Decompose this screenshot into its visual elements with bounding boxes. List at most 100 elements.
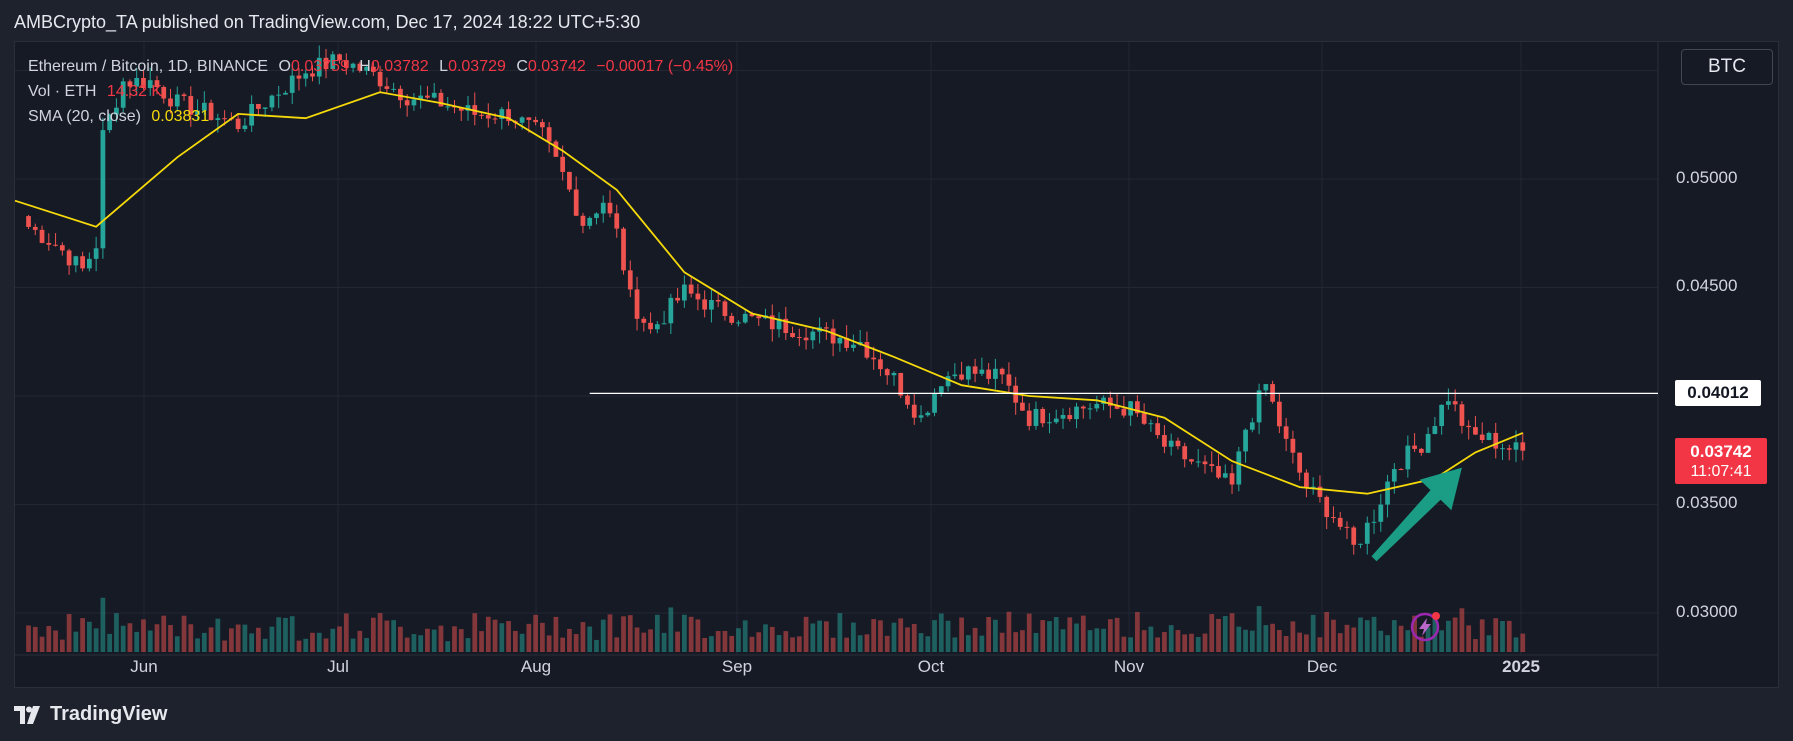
volume-bar — [357, 630, 363, 652]
volume-bar — [1107, 619, 1113, 652]
candle-body — [722, 301, 728, 316]
candle-body — [600, 202, 606, 214]
candle-body — [1446, 401, 1451, 405]
candle-body — [141, 77, 146, 89]
candle-body — [1331, 517, 1336, 519]
candle-body — [621, 228, 626, 271]
candle-body — [1385, 481, 1390, 505]
candle-body — [59, 245, 65, 251]
volume-bar — [932, 620, 937, 652]
volume-bar — [1391, 620, 1397, 652]
volume-bar — [310, 632, 315, 652]
volume-bar — [1405, 630, 1411, 652]
volume-bar — [546, 635, 552, 652]
volume-bar — [607, 614, 613, 652]
candle-body — [404, 100, 410, 106]
volume-bar — [1141, 630, 1147, 652]
candle-body — [215, 118, 221, 120]
lightning-bolt-icon[interactable] — [1408, 610, 1442, 644]
volume-bar — [661, 632, 667, 652]
volume-bar — [452, 626, 457, 652]
volume-bar — [945, 620, 951, 652]
volume-bar — [1418, 636, 1424, 652]
candle-body — [1432, 426, 1438, 434]
candle-body — [1324, 496, 1330, 518]
volume-bar — [972, 627, 978, 652]
volume-bar — [580, 622, 586, 652]
candle-body — [1121, 408, 1127, 416]
footer: TradingView — [0, 688, 1793, 741]
candle-body — [93, 248, 99, 259]
legend-volume-row[interactable]: Vol · ETH 14.32 K — [28, 79, 733, 104]
volume-bar — [817, 620, 822, 652]
sma-line[interactable] — [14, 91, 1524, 495]
volume-bar — [1101, 628, 1106, 652]
volume-bar — [857, 635, 863, 652]
volume-bar — [492, 619, 498, 652]
volume-bar — [377, 613, 383, 652]
volume-bar — [418, 635, 424, 652]
volume-bar — [1506, 620, 1512, 652]
volume-bar — [1243, 629, 1248, 652]
horizontal-level-tag[interactable]: 0.04012 — [1675, 380, 1761, 406]
volume-bar — [1216, 618, 1221, 652]
currency-button[interactable]: BTC — [1681, 49, 1773, 85]
volume-bar — [851, 622, 856, 652]
volume-bar — [1520, 633, 1526, 652]
volume-bar — [458, 629, 464, 652]
candle-body — [337, 54, 342, 61]
volume-bar — [1148, 626, 1154, 652]
volume-bar — [1263, 625, 1269, 652]
volume-bar — [1040, 620, 1046, 652]
volume-bar — [634, 627, 640, 652]
candle-body — [1060, 415, 1066, 419]
candle-body — [296, 75, 302, 79]
volume-bar — [1446, 620, 1451, 652]
candle-body — [986, 369, 991, 379]
candle-body — [1290, 438, 1296, 453]
legend-sma-row[interactable]: SMA (20, close) 0.03831 — [28, 104, 733, 129]
chart-frame[interactable] — [14, 41, 1779, 688]
volume-bar — [228, 628, 234, 652]
volume-bar — [269, 626, 275, 652]
candle-body — [1310, 486, 1316, 489]
volume-bar — [790, 637, 795, 652]
volume-bar — [195, 638, 200, 652]
volume-bar — [370, 617, 376, 652]
candle-body — [411, 99, 417, 106]
candle-body — [715, 300, 721, 302]
candle-body — [661, 323, 667, 325]
candle-body — [1094, 403, 1100, 409]
trend-arrow[interactable] — [1371, 467, 1462, 562]
volume-bar — [337, 626, 342, 652]
volume-bar — [1067, 617, 1073, 652]
volume-bar — [783, 631, 789, 652]
candle-body — [1155, 423, 1161, 436]
candle-body — [932, 393, 937, 413]
volume-bar — [425, 628, 430, 652]
volume-bar — [742, 620, 748, 652]
volume-bar — [911, 623, 917, 652]
tradingview-brand[interactable]: TradingView — [14, 703, 167, 726]
candle-body — [573, 189, 579, 216]
volume-bar — [46, 626, 52, 652]
symbol-title[interactable]: Ethereum / Bitcoin, 1D, BINANCE — [28, 58, 269, 75]
candle-body — [154, 80, 160, 88]
volume-bar — [1189, 633, 1194, 652]
volume-bar — [1006, 611, 1012, 652]
volume-bar — [1236, 626, 1242, 652]
candle-body — [107, 114, 113, 131]
candle-body — [398, 88, 403, 101]
low-label: L — [439, 58, 449, 75]
volume-bar — [1053, 617, 1059, 652]
volume-bar — [959, 617, 964, 652]
candle-body — [1168, 440, 1174, 447]
candle-body — [1493, 432, 1499, 449]
volume-bar — [891, 622, 897, 652]
candle-body — [1371, 521, 1377, 523]
volume-bar — [776, 635, 782, 652]
volume-bar — [641, 632, 647, 652]
candle-body — [425, 95, 430, 98]
volume-bar — [627, 615, 633, 652]
